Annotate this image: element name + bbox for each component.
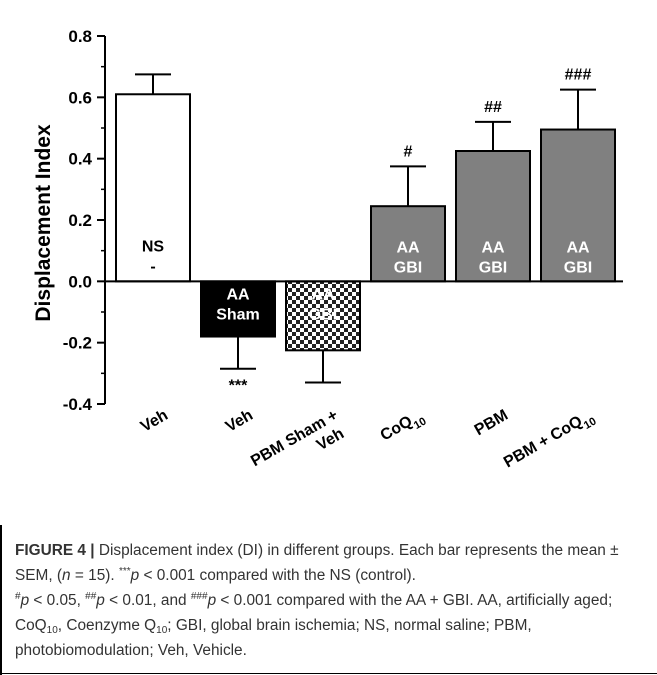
x-tick-label: Veh (138, 407, 171, 436)
x-tick-label: Veh (223, 407, 256, 436)
caption-text: < 0.001 compared with the AA + GBI. AA, … (15, 592, 613, 634)
caption-text: ; GBI, global brain ischemia; NS, normal… (15, 617, 532, 659)
bar-label: AA (566, 239, 590, 256)
bar-label: Sham (216, 306, 260, 323)
significance-annotation: ## (484, 99, 502, 116)
caption-p: p (207, 592, 217, 609)
caption-hash: # (15, 591, 21, 602)
caption-p: p (130, 567, 140, 584)
caption-p: p (20, 592, 30, 609)
bar-label: GBI (564, 259, 592, 276)
caption-hash: ### (190, 591, 208, 602)
caption-sub: 10 (156, 625, 168, 636)
x-tick-label-subscript: 10 (412, 415, 429, 432)
x-tick-label-line: PBM (472, 407, 511, 440)
bar-chart: 0.8 0.6 0.4 0.2 0.0 -0.2 -0.4 NS - AA Sham *** AA GB… (32, 27, 623, 487)
x-tick-label: CoQ10 (378, 407, 429, 449)
y-tick-label: 0.0 (68, 272, 92, 291)
y-tick-label: -0.2 (63, 334, 92, 353)
x-tick-label: PBM + CoQ10 (501, 407, 598, 476)
caption-text: < 0.001 compared with the NS (control). (139, 567, 416, 584)
bar-label: GBI (309, 306, 337, 323)
bar-label: AA (396, 239, 420, 256)
significance-annotation: *** (229, 378, 248, 395)
bar (370, 205, 446, 283)
caption-text: < 0.01, and (104, 592, 191, 609)
significance-annotation: ### (565, 67, 592, 84)
y-tick-label: -0.4 (63, 395, 93, 414)
x-tick-label-line: Veh (138, 407, 171, 436)
x-tick-label: PBM Sham +Veh (248, 407, 350, 487)
x-tick-label-text: CoQ (378, 413, 416, 445)
y-axis: 0.8 0.6 0.4 0.2 0.0 -0.2 -0.4 (63, 27, 106, 414)
caption-text: , Coenzyme Q (57, 617, 157, 634)
bar (115, 93, 191, 283)
caption-stars: *** (118, 566, 131, 577)
bar-label: NS (142, 238, 165, 255)
figure-caption: FIGURE 4 | Displacement index (DI) in di… (15, 538, 647, 663)
caption-text: Displacement index (DI) in different gro… (15, 542, 619, 584)
caption-n: n (62, 567, 71, 584)
caption-p: p (96, 592, 105, 609)
bars: NS - AA Sham *** AA GBI AA GBI # AA GBI ## AA GBI ### (105, 67, 623, 395)
y-tick-label: 0.8 (68, 27, 92, 46)
caption-hash: ## (85, 591, 97, 602)
y-tick-label: 0.6 (68, 88, 92, 107)
caption-text: < 0.05, (29, 592, 86, 609)
x-tick-label: PBM (472, 407, 511, 440)
bar-label: AA (481, 239, 505, 256)
bar-label: GBI (394, 259, 422, 276)
caption-rule-left (0, 525, 2, 675)
x-tick-label-line: Veh (223, 407, 256, 436)
bar-label: AA (311, 286, 335, 303)
bar (455, 150, 531, 283)
y-tick-label: 0.4 (68, 150, 92, 169)
figure-label: FIGURE 4 | (15, 542, 95, 559)
bar-label: GBI (479, 259, 507, 276)
caption-text: = 15). (70, 567, 119, 584)
caption-sub: 10 (46, 625, 58, 636)
y-tick-label: 0.2 (68, 211, 92, 230)
y-axis-title: Displacement Index (32, 124, 55, 322)
x-tick-label-text: PBM + CoQ (501, 413, 585, 472)
bar-label: AA (226, 286, 250, 303)
x-tick-label-subscript: 10 (582, 415, 599, 432)
significance-annotation: # (404, 143, 413, 160)
bar-label: - (150, 258, 155, 275)
